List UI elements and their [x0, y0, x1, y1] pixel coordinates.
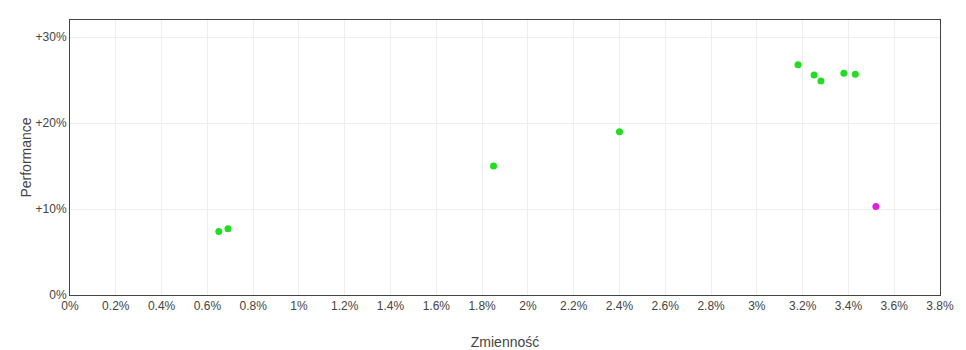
svg-text:3.8%: 3.8%	[926, 299, 954, 313]
svg-text:1%: 1%	[290, 299, 308, 313]
svg-text:1.4%: 1.4%	[377, 299, 405, 313]
svg-text:+10%: +10%	[36, 202, 67, 216]
svg-text:1.8%: 1.8%	[468, 299, 496, 313]
svg-text:Performance: Performance	[18, 117, 34, 197]
svg-text:2%: 2%	[519, 299, 537, 313]
svg-text:0.4%: 0.4%	[148, 299, 176, 313]
svg-text:3.4%: 3.4%	[835, 299, 863, 313]
svg-text:+20%: +20%	[36, 116, 67, 130]
svg-text:0.6%: 0.6%	[194, 299, 222, 313]
svg-text:Zmienność: Zmienność	[471, 334, 539, 350]
svg-text:2.8%: 2.8%	[697, 299, 725, 313]
svg-text:2.6%: 2.6%	[652, 299, 680, 313]
svg-text:0%: 0%	[61, 299, 79, 313]
svg-text:0.8%: 0.8%	[239, 299, 267, 313]
svg-text:2.2%: 2.2%	[560, 299, 588, 313]
svg-text:1.2%: 1.2%	[331, 299, 359, 313]
svg-text:0%: 0%	[49, 288, 67, 302]
svg-text:3.2%: 3.2%	[789, 299, 817, 313]
svg-text:1.6%: 1.6%	[423, 299, 451, 313]
svg-text:0.2%: 0.2%	[102, 299, 130, 313]
svg-text:3%: 3%	[748, 299, 766, 313]
svg-text:+30%: +30%	[36, 30, 67, 44]
svg-text:3.6%: 3.6%	[881, 299, 909, 313]
svg-text:2.4%: 2.4%	[606, 299, 634, 313]
